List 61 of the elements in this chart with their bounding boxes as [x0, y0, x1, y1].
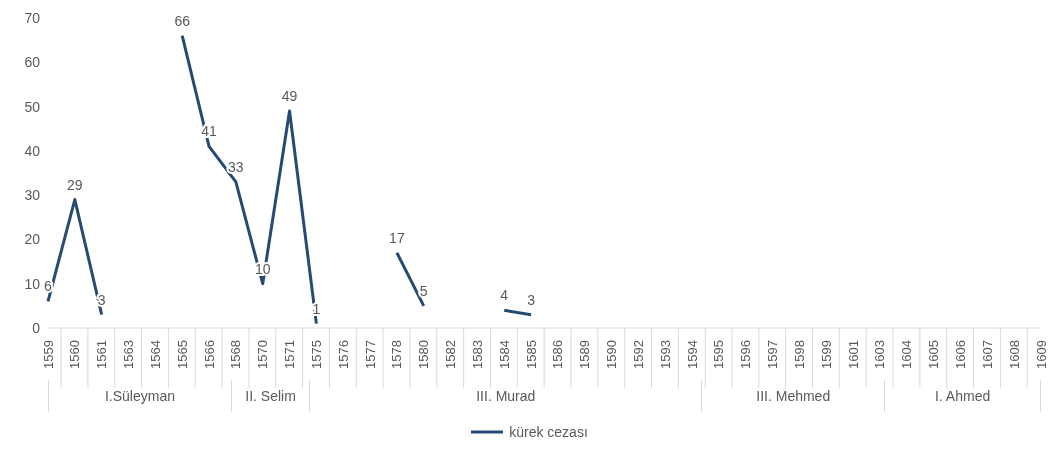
x-tick-label: 1607 — [979, 340, 995, 369]
x-tick-label: 1564 — [147, 340, 163, 369]
x-tick-label: 1603 — [872, 340, 888, 369]
x-tick-label: 1590 — [604, 340, 620, 369]
data-label: 49 — [281, 88, 298, 104]
x-tick-label: 1604 — [899, 340, 915, 369]
x-tick-label: 1586 — [550, 340, 566, 369]
x-tick-label: 1563 — [121, 340, 137, 369]
x-tick-label: 1565 — [174, 340, 190, 369]
x-tick-label: 1580 — [416, 340, 432, 369]
x-tick-label: 1606 — [952, 340, 968, 369]
text: I.Süleyman — [48, 380, 231, 412]
data-label: 5 — [419, 282, 428, 299]
x-tick-label: 1568 — [228, 340, 244, 369]
text: II. Selim — [230, 380, 310, 412]
x-tick-label: 1576 — [335, 340, 351, 369]
legend-label: kürek cezası — [509, 424, 588, 440]
data-label: 17 — [389, 229, 405, 246]
x-tick-label: 1570 — [255, 340, 271, 369]
data-label: 4 — [500, 287, 509, 304]
data-label: 29 — [67, 176, 83, 193]
x-tick-label: 1559 — [40, 340, 56, 369]
x-tick-label: 1566 — [201, 340, 217, 369]
x-tick-label: 1596 — [738, 340, 754, 369]
y-tick-label: 40 — [24, 142, 41, 159]
text: III. Murad — [309, 380, 702, 412]
x-tick-label: 1609 — [1033, 340, 1049, 369]
x-tick-label: 1577 — [362, 340, 378, 369]
data-label: 33 — [228, 158, 244, 175]
y-tick-label: 30 — [24, 187, 41, 204]
y-tick-label: 50 — [24, 98, 41, 115]
data-label: 66 — [174, 12, 191, 29]
x-tick-label: 1560 — [67, 340, 83, 369]
x-tick-label: 1608 — [1006, 340, 1022, 369]
x-tick-label: 1601 — [845, 340, 861, 369]
x-tick-label: 1578 — [389, 340, 405, 369]
x-tick-label: 1584 — [496, 340, 512, 369]
x-tick-label: 1583 — [469, 340, 485, 369]
text: III. Mehmed — [701, 380, 885, 412]
x-tick-label: 1575 — [308, 340, 324, 369]
data-label: 3 — [527, 291, 536, 308]
y-tick-label: 20 — [24, 231, 41, 248]
y-tick-label: 70 — [24, 9, 41, 26]
data-label: 6 — [44, 278, 53, 295]
x-tick-label: 1605 — [926, 340, 942, 369]
x-tick-label: 1598 — [791, 340, 807, 369]
x-tick-label: 1571 — [282, 340, 298, 369]
text: I. Ahmed — [884, 380, 1041, 412]
x-tick-label: 1593 — [657, 340, 673, 369]
x-tick-label: 1599 — [818, 340, 834, 369]
x-tick-label: 1589 — [577, 340, 593, 369]
x-tick-label: 1592 — [630, 340, 646, 369]
y-tick-label: 0 — [32, 319, 41, 336]
x-tick-label: 1594 — [684, 340, 700, 369]
x-tick-label: 1561 — [94, 340, 110, 369]
x-tick-label: 1597 — [765, 340, 781, 369]
y-tick-label: 10 — [24, 275, 41, 292]
x-tick-label: 1582 — [443, 340, 459, 369]
x-tick-label: 1595 — [711, 340, 727, 369]
y-tick-label: 60 — [24, 54, 41, 71]
x-tick-label: 1585 — [523, 340, 539, 369]
